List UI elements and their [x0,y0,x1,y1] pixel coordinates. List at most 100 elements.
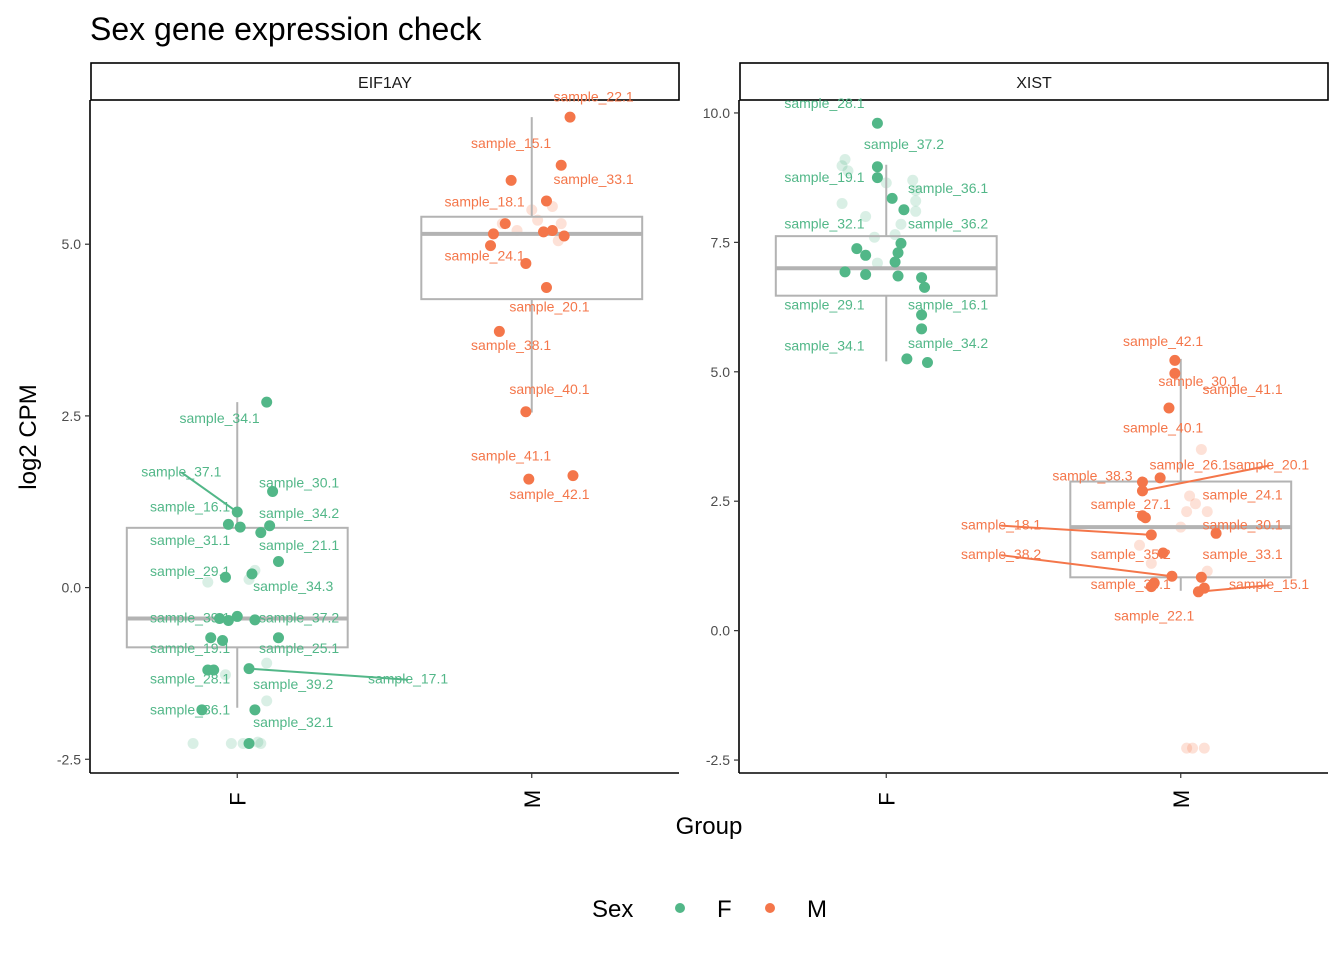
data-point [243,737,255,749]
data-point [538,226,550,238]
point-label: sample_37.1 [141,463,221,479]
data-point [520,257,532,269]
point-label: sample_36.1 [150,702,230,718]
point-label: sample_32.1 [784,215,864,231]
point-label: sample_18.1 [961,517,1041,533]
point-label: sample_21.1 [259,537,339,553]
point-label: sample_41.1 [1203,381,1283,397]
data-point [1169,367,1181,379]
data-point [546,224,558,236]
faint-point [860,210,872,222]
point-label: sample_33.1 [1203,546,1283,562]
data-point [916,272,928,284]
faint-point [1189,498,1201,510]
data-point [487,228,499,240]
data-point [558,230,570,242]
point-label: sample_24.1 [1203,487,1283,503]
point-label: sample_19.1 [150,640,230,656]
y-tick-label: 2.5 [711,493,731,509]
data-point [567,470,579,482]
y-tick-label: -2.5 [57,751,81,767]
point-label: sample_22.1 [1114,607,1194,623]
faint-point [910,205,922,217]
label-connector [1001,524,1152,536]
faint-point [842,165,854,177]
data-point [886,192,898,204]
strip-label-eif1ay: EIF1AY [358,75,412,92]
data-point [267,485,279,497]
data-point [217,634,229,646]
point-label: sample_30.1 [259,474,339,490]
point-label: sample_38.2 [961,546,1041,562]
point-label: sample_34.1 [784,338,864,354]
point-label: sample_34.3 [253,578,333,594]
data-point [249,704,261,716]
faint-point [261,657,273,669]
point-label: sample_22.1 [554,88,634,104]
data-point [892,270,904,282]
point-label: sample_29.1 [150,563,230,579]
data-point [1157,547,1169,559]
point-label: sample_32.1 [253,714,333,730]
y-tick-label: 5.0 [62,236,82,252]
data-point [249,614,261,626]
faint-point [1195,443,1207,455]
data-point [1154,472,1166,484]
data-point [860,249,872,261]
point-label: sample_15.1 [1229,576,1309,592]
point-label: sample_37.2 [259,610,339,626]
point-label: sample_36.2 [908,215,988,231]
data-point [485,240,497,252]
x-axis-title: Group [676,813,743,840]
y-axis-title: log2 CPM [15,384,42,489]
data-point [208,664,220,676]
data-point [231,506,243,518]
data-point [564,111,576,123]
point-label: sample_37.2 [864,136,944,152]
faint-point [1145,557,1157,569]
data-point [871,117,883,129]
data-point [919,281,931,293]
point-label: sample_24.1 [445,248,525,264]
chart-title: Sex gene expression check [90,11,482,47]
faint-point [187,737,199,749]
point-label: sample_39.2 [253,676,333,692]
point-label: sample_27.1 [1091,496,1171,512]
y-tick-label: 5.0 [711,364,731,380]
data-point [898,204,910,216]
strip-eif1ay [90,62,680,101]
point-label: sample_33.1 [554,171,634,187]
y-tick-label: 0.0 [711,623,731,639]
faint-point [910,195,922,207]
data-point [499,218,511,230]
faint-point [889,229,901,241]
y-tick-label: 2.5 [62,408,82,424]
data-point [196,704,208,716]
faint-point [836,160,848,172]
point-label: sample_35.2 [1091,546,1171,562]
data-point [1210,527,1222,539]
data-point [1136,476,1148,488]
panel-xist: XIST -2.5 0.0 2.5 5.0 7.5 10.0 F Msample_28.1sa… [703,62,1329,808]
point-label: sample_40.1 [509,381,589,397]
faint-point [1134,539,1146,551]
point-label: sample_42.1 [509,486,589,502]
label-connector [1000,554,1173,578]
data-point [205,632,217,644]
faint-point [907,174,919,186]
data-point [892,247,904,259]
y-tick-label: 0.0 [62,580,82,596]
point-label: sample_31.1 [150,532,230,548]
data-point [860,268,872,280]
data-point [246,568,258,580]
label-connector [248,667,409,681]
data-point [1145,581,1157,593]
faint-point [555,218,567,230]
faint-point [252,736,264,748]
legend-label-f: F [717,896,732,923]
point-label: sample_26.1 [1149,457,1229,473]
point-label: sample_20.1 [509,299,589,315]
data-point [219,571,231,583]
point-label: sample_40.1 [1123,419,1203,435]
